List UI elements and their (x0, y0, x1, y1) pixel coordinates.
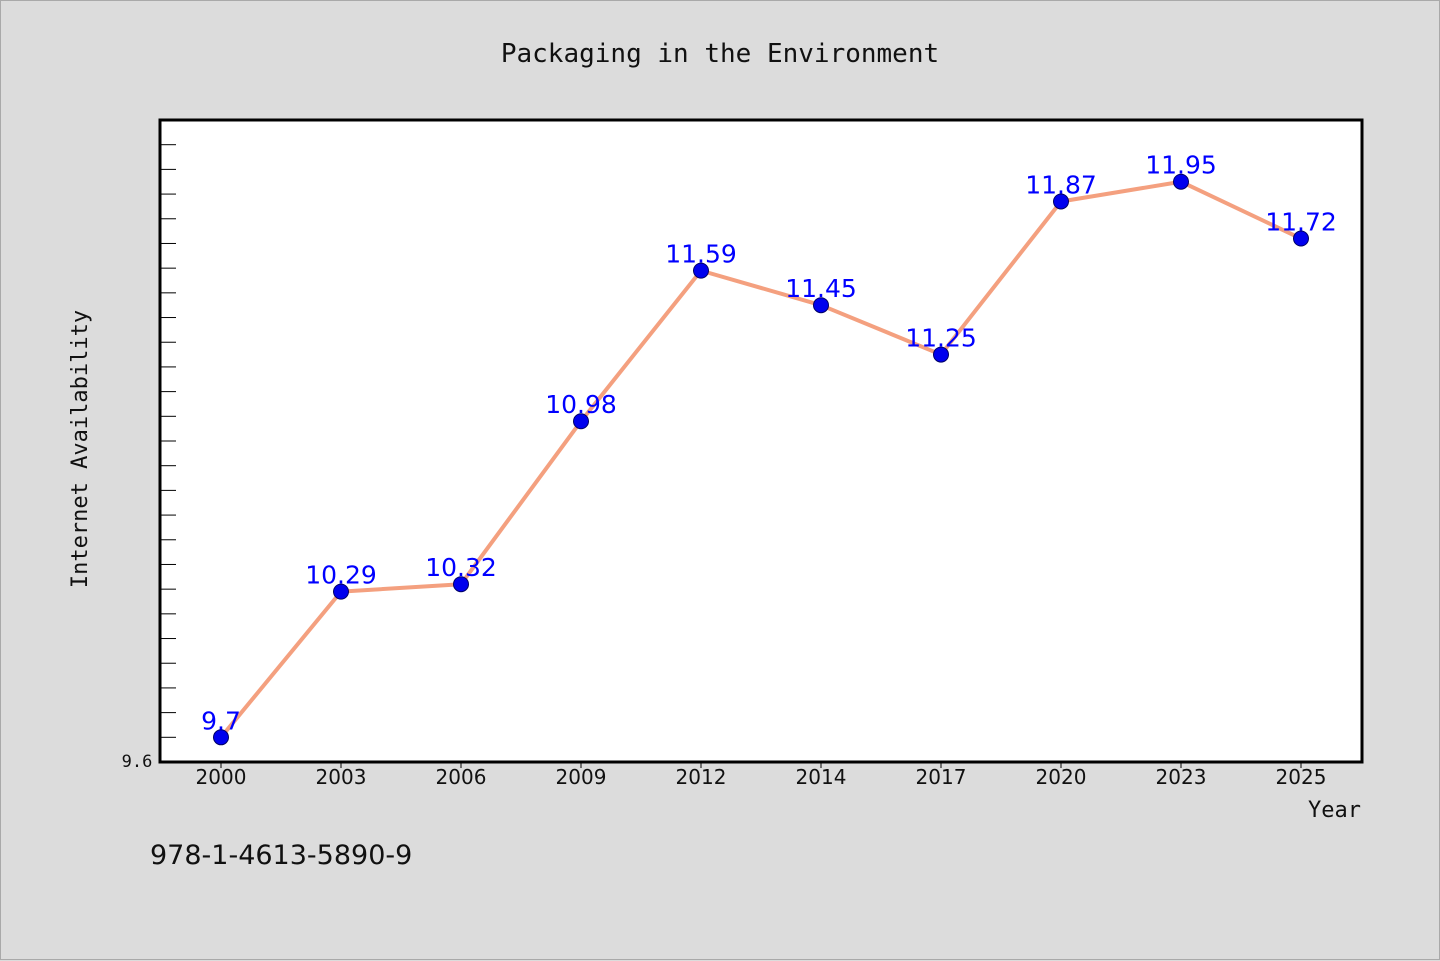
data-labels: 9.7 10.29 10.32 10.98 11.59 11.45 11.25 11.87 11… (201, 151, 1337, 736)
x-tick-label: 2020 (1036, 765, 1087, 789)
data-point (1293, 230, 1309, 247)
x-tick-label: 2006 (436, 765, 487, 789)
chart-title: Packaging in the Environment (501, 39, 939, 69)
x-tick-label: 2000 (196, 765, 247, 789)
data-point (1053, 193, 1069, 210)
plot-area (158, 118, 1364, 764)
data-label: 11.59 (665, 240, 737, 269)
x-tick-label: 2017 (916, 765, 967, 789)
y-tick-label: 9.6 (122, 752, 153, 772)
x-tick-label: 2014 (796, 765, 847, 789)
series-line (219, 179, 1302, 739)
x-tick-label: 2012 (676, 765, 727, 789)
x-tick-label: 2025 (1276, 765, 1327, 789)
data-point (453, 576, 469, 593)
data-label: 11.95 (1145, 151, 1217, 180)
data-label: 11.25 (905, 324, 977, 353)
data-point (933, 346, 949, 363)
data-point (693, 262, 709, 279)
data-label: 10.32 (425, 553, 497, 582)
data-label: 10.98 (545, 390, 617, 419)
data-label: 11.45 (785, 274, 857, 303)
data-label: 10.29 (305, 561, 377, 590)
data-label: 9.7 (201, 706, 241, 735)
x-tick-label: 2003 (316, 765, 367, 789)
x-axis-ticks: 2000 2003 2006 2009 2012 2014 2017 2020 2023 2025 (196, 762, 1327, 789)
data-point (813, 297, 829, 314)
data-point (333, 583, 349, 600)
data-point (573, 413, 589, 430)
x-tick-label: 2023 (1156, 765, 1207, 789)
x-tick-label: 2009 (556, 765, 607, 789)
y-axis-label: Internet Availability (68, 310, 93, 588)
x-axis-label: Year (1308, 798, 1361, 823)
data-point (1173, 173, 1189, 190)
data-label: 11.87 (1025, 170, 1097, 199)
y-axis-ticks (160, 119, 176, 738)
data-point (213, 729, 229, 746)
isbn-text: 978-1-4613-5890-9 (150, 840, 412, 871)
data-label: 11.72 (1265, 208, 1337, 237)
series-markers (213, 173, 1309, 746)
